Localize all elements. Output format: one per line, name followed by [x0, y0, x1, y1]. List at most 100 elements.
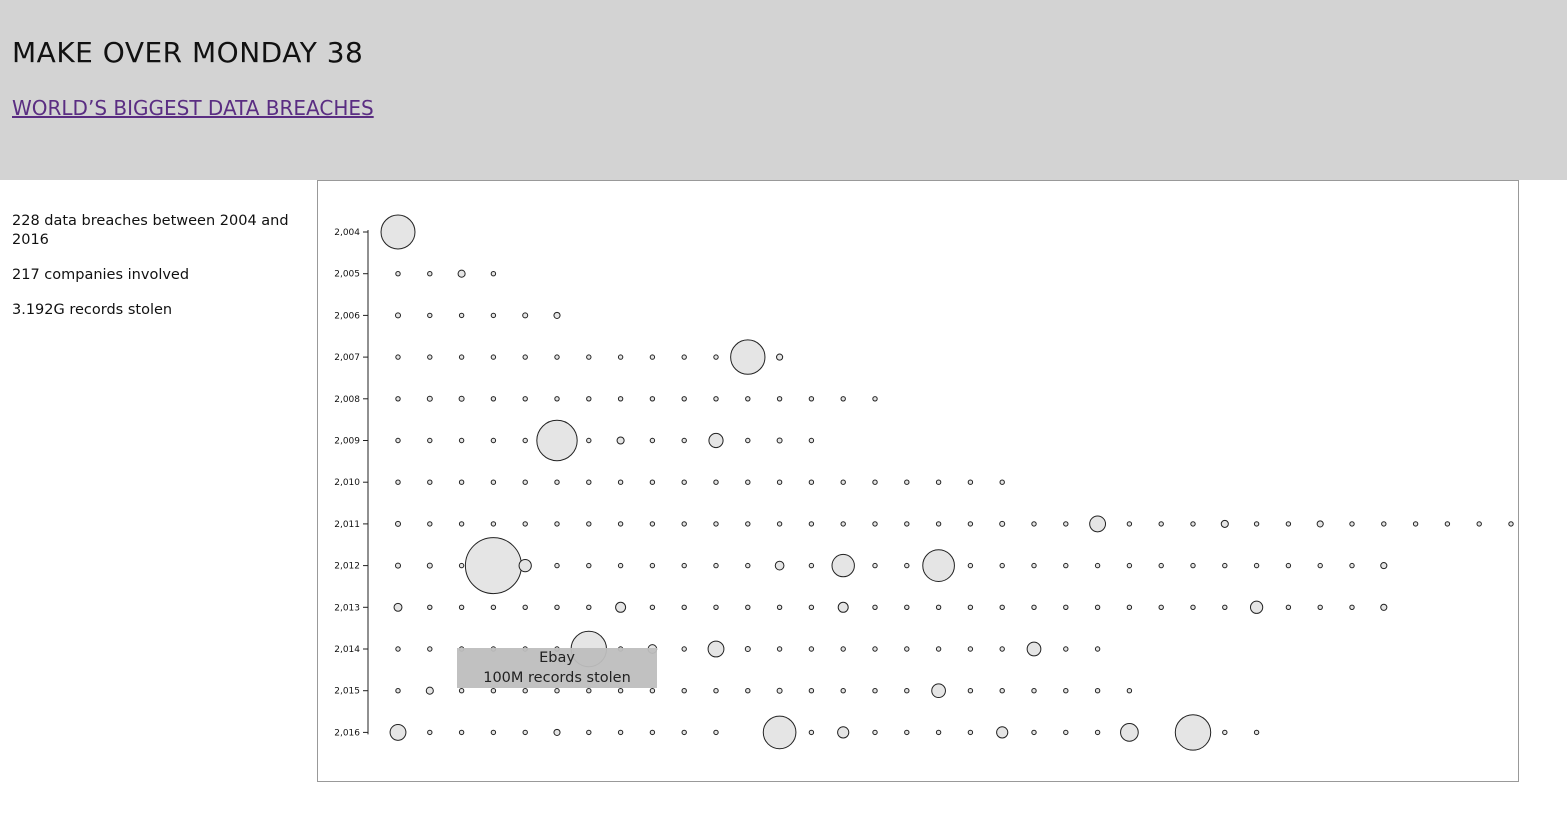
breach-bubble[interactable]: [522, 396, 528, 402]
breach-bubble[interactable]: [1222, 562, 1228, 569]
breach-bubble[interactable]: [1249, 600, 1264, 614]
breach-bubble[interactable]: [554, 562, 560, 569]
breach-bubble[interactable]: [522, 437, 528, 444]
breach-bubble[interactable]: [522, 521, 528, 527]
breach-bubble[interactable]: [776, 687, 783, 694]
breach-bubble[interactable]: [426, 395, 433, 402]
breach-bubble[interactable]: [617, 396, 624, 402]
breach-bubble[interactable]: [1222, 604, 1228, 610]
breach-bubble[interactable]: [458, 437, 465, 444]
breach-bubble[interactable]: [522, 312, 529, 319]
breach-bubble[interactable]: [681, 646, 687, 652]
breach-bubble[interactable]: [904, 562, 910, 569]
breach-bubble[interactable]: [554, 354, 560, 360]
breach-bubble[interactable]: [1220, 519, 1229, 528]
breach-bubble[interactable]: [586, 479, 592, 485]
breach-bubble[interactable]: [904, 479, 910, 485]
breach-bubble[interactable]: [1190, 562, 1196, 569]
breach-bubble[interactable]: [730, 339, 766, 375]
breach-bubble[interactable]: [1126, 521, 1133, 527]
breach-bubble[interactable]: [922, 549, 955, 582]
breach-bubble[interactable]: [808, 688, 815, 694]
breach-bubble[interactable]: [1126, 604, 1133, 610]
breach-bubble[interactable]: [617, 354, 624, 360]
breach-bubble[interactable]: [681, 521, 687, 527]
breach-bubble[interactable]: [762, 715, 797, 750]
breach-bubble[interactable]: [617, 688, 624, 694]
breach-bubble[interactable]: [536, 419, 578, 462]
breach-bubble[interactable]: [808, 437, 815, 444]
breach-bubble[interactable]: [554, 396, 560, 402]
breach-bubble[interactable]: [490, 604, 497, 610]
breach-bubble[interactable]: [389, 723, 407, 741]
breach-bubble[interactable]: [490, 271, 497, 277]
breach-bubble[interactable]: [490, 729, 497, 736]
breach-bubble[interactable]: [490, 354, 497, 360]
breach-bubble[interactable]: [774, 560, 785, 571]
breach-bubble[interactable]: [1349, 521, 1355, 527]
breach-bubble[interactable]: [935, 521, 942, 527]
breach-bubble[interactable]: [840, 688, 846, 694]
breach-bubble[interactable]: [586, 396, 592, 402]
breach-bubble[interactable]: [1031, 562, 1037, 569]
breach-bubble[interactable]: [617, 479, 624, 485]
breach-bubble[interactable]: [395, 646, 401, 652]
breach-bubble[interactable]: [458, 688, 465, 694]
breach-bubble[interactable]: [522, 729, 528, 736]
breach-bubble[interactable]: [380, 214, 416, 250]
breach-bubble[interactable]: [808, 562, 815, 569]
breach-bubble[interactable]: [831, 553, 855, 578]
breach-bubble[interactable]: [967, 604, 974, 610]
breach-bubble[interactable]: [840, 396, 846, 402]
breach-bubble[interactable]: [615, 601, 627, 613]
breach-bubble[interactable]: [395, 520, 401, 527]
breach-bubble[interactable]: [935, 479, 942, 485]
breach-bubble[interactable]: [776, 353, 784, 361]
breach-bubble[interactable]: [649, 688, 656, 694]
breach-bubble[interactable]: [1253, 521, 1260, 527]
breach-bubble[interactable]: [1349, 562, 1355, 569]
breach-bubble[interactable]: [681, 354, 687, 360]
breach-bubble[interactable]: [1063, 646, 1069, 652]
breach-bubble[interactable]: [681, 729, 687, 736]
breach-bubble[interactable]: [745, 688, 751, 694]
breach-bubble[interactable]: [1094, 646, 1101, 652]
breach-bubble[interactable]: [1120, 723, 1139, 742]
breach-bubble[interactable]: [490, 396, 497, 402]
breach-bubble[interactable]: [1158, 521, 1164, 527]
breach-bubble[interactable]: [427, 521, 433, 527]
breach-bubble[interactable]: [713, 729, 719, 736]
breach-bubble[interactable]: [745, 604, 751, 610]
breach-bubble[interactable]: [554, 521, 560, 527]
breach-bubble[interactable]: [1380, 562, 1388, 570]
breach-bubble[interactable]: [427, 479, 433, 485]
breach-bubble[interactable]: [554, 479, 560, 485]
breach-bubble[interactable]: [1444, 521, 1451, 527]
breach-bubble[interactable]: [681, 437, 687, 444]
breach-bubble[interactable]: [458, 312, 465, 319]
breach-bubble[interactable]: [586, 521, 592, 527]
breach-bubble[interactable]: [649, 521, 656, 527]
breach-bubble[interactable]: [617, 562, 624, 569]
breach-bubble[interactable]: [872, 479, 878, 485]
breach-bubble[interactable]: [649, 729, 656, 736]
breach-bubble[interactable]: [427, 729, 433, 736]
breach-bubble[interactable]: [808, 521, 815, 527]
breach-bubble[interactable]: [395, 354, 401, 360]
breach-bubble[interactable]: [1063, 688, 1069, 694]
breach-bubble[interactable]: [776, 396, 783, 402]
breach-bubble[interactable]: [713, 562, 719, 569]
breach-bubble[interactable]: [617, 521, 624, 527]
breach-bubble[interactable]: [586, 604, 592, 610]
breach-bubble[interactable]: [395, 271, 401, 277]
breach-bubble[interactable]: [872, 604, 878, 610]
breach-bubble[interactable]: [1174, 714, 1212, 751]
breach-bubble[interactable]: [999, 479, 1005, 485]
breach-bubble[interactable]: [1285, 562, 1292, 569]
breach-bubble[interactable]: [1063, 521, 1069, 527]
breach-bubble[interactable]: [745, 521, 751, 527]
breach-bubble[interactable]: [586, 729, 592, 736]
breach-bubble[interactable]: [999, 646, 1005, 652]
breach-bubble[interactable]: [840, 646, 846, 652]
breach-bubble[interactable]: [1126, 688, 1133, 694]
